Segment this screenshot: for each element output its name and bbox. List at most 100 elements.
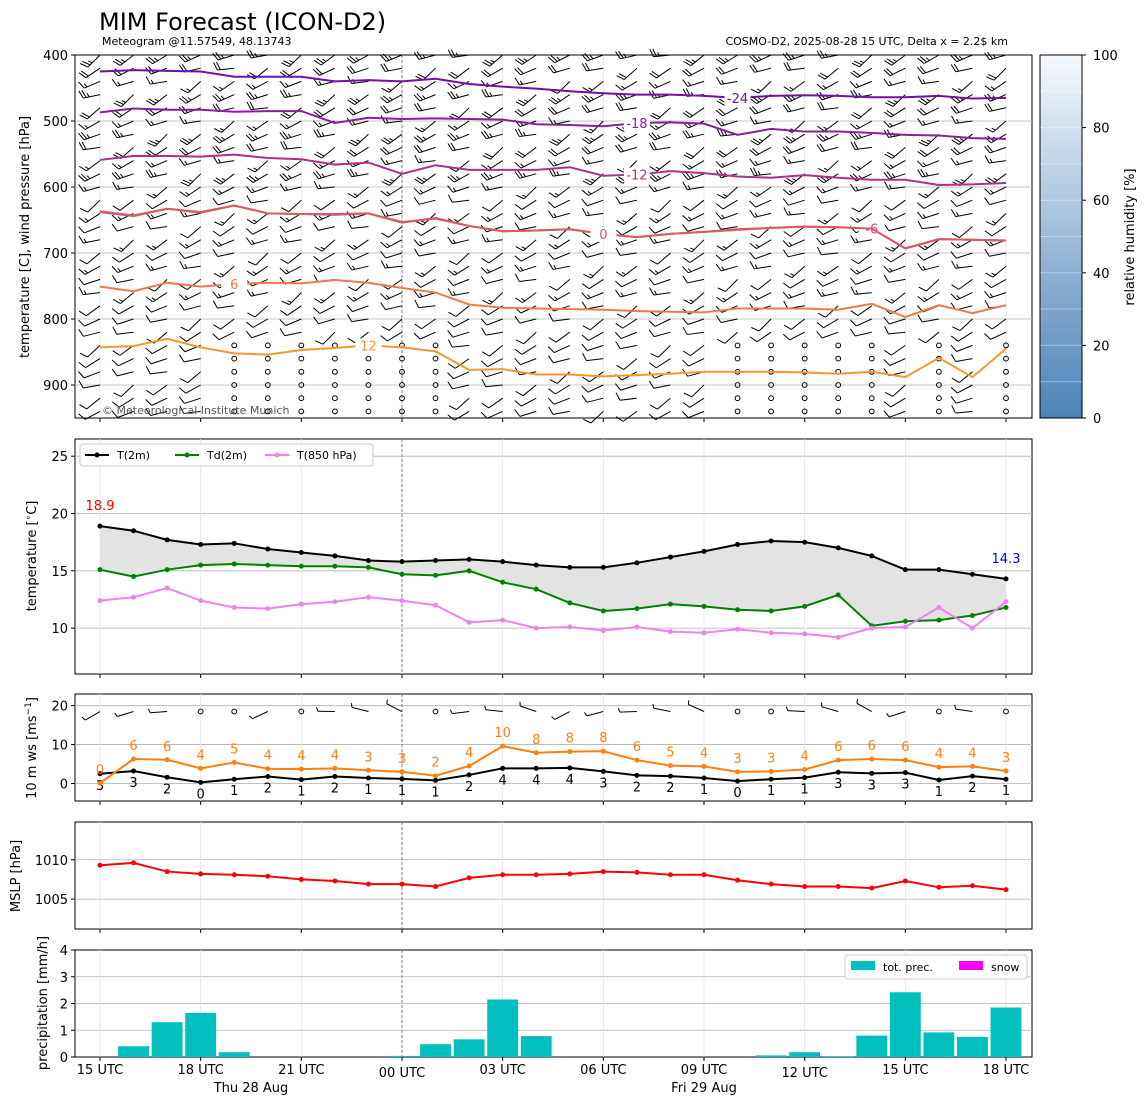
- wind-value-label: 2: [431, 756, 439, 771]
- upper-air-barb-half-feather: [117, 164, 122, 168]
- isotherm-label-bg: [590, 226, 617, 242]
- wind-point: [500, 743, 506, 749]
- upper-air-barb: [888, 226, 906, 232]
- upper-air-barb-feather: [315, 109, 324, 116]
- upper-air-barb-half-feather: [657, 175, 661, 180]
- upper-air-barb: [352, 252, 369, 261]
- upper-air-barb: [588, 331, 604, 341]
- surface-wind-barb-half-feather: [785, 706, 789, 711]
- upper-air-barb-feather: [182, 179, 191, 185]
- upper-air-barb-feather: [383, 179, 392, 184]
- upper-air-barb-calm: [935, 342, 942, 349]
- upper-air-barb-half-feather: [117, 184, 121, 190]
- mslp-point: [365, 881, 371, 887]
- upper-air-barb: [959, 318, 973, 331]
- wind-panel: 3 3 2 0 1 2 1 2 1 1 1 2 4 4 4 3 2 2 1 0 1 1 3 3 3 1 2 106 64 5 4 4 4 3 3 24…: [24, 693, 1033, 805]
- upper-air-barb-half-feather: [991, 220, 997, 224]
- upper-air-barb-feather: [246, 218, 255, 225]
- wind-value-label: 4: [264, 749, 272, 764]
- upper-air-barb-feather: [145, 221, 151, 230]
- upper-air-barb-feather: [918, 141, 927, 147]
- upper-air-barb-feather: [212, 300, 218, 309]
- wind-value-label: 3: [901, 778, 909, 793]
- upper-air-barb-feather: [480, 369, 487, 378]
- upper-air-barb-feather: [180, 181, 189, 187]
- upper-air-barb-feather: [179, 335, 187, 342]
- upper-air-barb-feather: [447, 49, 453, 58]
- upper-air-barb-feather: [112, 111, 120, 118]
- upper-air-barb-feather: [346, 295, 355, 302]
- upper-air-barb-half-feather: [120, 59, 126, 63]
- upper-air-barb-half-feather: [221, 136, 226, 141]
- upper-air-barb-half-feather: [956, 191, 962, 196]
- upper-air-barb-feather: [447, 143, 453, 151]
- upper-air-barb-feather: [382, 95, 391, 102]
- upper-air-barb: [687, 278, 705, 284]
- surface-wind-barb-half-feather: [248, 715, 253, 720]
- upper-air-barb: [724, 331, 738, 344]
- temperature-point: [365, 594, 371, 600]
- temperature-point: [869, 553, 875, 559]
- upper-air-barb-feather: [648, 81, 656, 89]
- upper-air-barb: [926, 279, 940, 292]
- upper-air-barb-feather: [984, 230, 993, 237]
- upper-air-barb-feather: [114, 171, 121, 179]
- upper-air-barb-feather: [548, 337, 557, 343]
- upper-air-barb-feather: [380, 96, 388, 104]
- upper-air-barb: [119, 252, 134, 263]
- upper-air-barb-feather: [212, 52, 219, 61]
- temperature-point: [298, 563, 304, 569]
- upper-air-barb-feather: [950, 55, 958, 62]
- upper-air-barb: [254, 305, 269, 318]
- upper-air-barb-calm: [231, 382, 238, 388]
- upper-air-barb-feather: [582, 86, 591, 93]
- legend-label: T(850 hPa): [296, 449, 357, 462]
- upper-air-barb-half-feather: [586, 211, 590, 216]
- upper-air-barb: [653, 384, 671, 389]
- upper-air-barb-feather: [416, 51, 423, 59]
- upper-air-barb-feather: [447, 133, 454, 141]
- upper-air-barb-half-feather: [150, 214, 155, 219]
- wind-point: [198, 779, 204, 785]
- upper-air-barb-feather: [685, 152, 694, 158]
- upper-air-barb-feather: [414, 230, 422, 237]
- upper-air-barb-feather: [715, 161, 723, 168]
- upper-air-barb-feather: [78, 286, 84, 295]
- upper-air-barb-feather: [648, 413, 656, 421]
- upper-air-barb-feather: [816, 228, 824, 235]
- upper-air-barb-feather: [145, 399, 153, 406]
- upper-air-barb-feather: [648, 278, 655, 286]
- upper-air-barb-half-feather: [318, 215, 323, 220]
- upper-air-barb: [589, 318, 604, 331]
- upper-air-barb-half-feather: [486, 185, 490, 190]
- upper-air-barb-feather: [716, 245, 725, 251]
- upper-air-barb-feather: [985, 272, 994, 278]
- upper-air-barb-half-feather: [422, 136, 427, 140]
- upper-air-barb-half-feather: [389, 137, 394, 142]
- upper-air-barb-feather: [650, 353, 659, 358]
- upper-air-barb: [756, 331, 772, 343]
- upper-air-barb-half-feather: [956, 118, 960, 124]
- upper-air-barb-feather: [312, 265, 320, 273]
- surface-wind-barb-half-feather: [147, 708, 151, 713]
- temperature-point: [332, 563, 338, 569]
- upper-air-barb-feather: [749, 107, 756, 115]
- upper-air-barb-feather: [885, 102, 894, 107]
- upper-air-barb-feather: [548, 243, 556, 250]
- upper-air-barb-half-feather: [452, 291, 456, 296]
- upper-air-barb-feather: [349, 97, 358, 104]
- upper-air-barb-feather: [111, 223, 118, 232]
- upper-air-barb: [84, 318, 101, 327]
- upper-air-barb-feather: [113, 102, 122, 108]
- upper-air-barb-feather: [950, 199, 958, 207]
- upper-air-barb-half-feather: [355, 171, 359, 176]
- upper-air-barb-feather: [279, 89, 286, 98]
- upper-air-barb-feather: [349, 149, 357, 156]
- wind-value-label: 8: [599, 731, 607, 746]
- upper-air-barb-feather: [649, 217, 657, 224]
- upper-air-barb-half-feather: [721, 79, 725, 85]
- upper-air-barb: [888, 318, 906, 325]
- upper-air-barb-half-feather: [453, 218, 459, 223]
- upper-air-barb-feather: [682, 224, 689, 232]
- upper-air-barb-feather: [111, 368, 118, 377]
